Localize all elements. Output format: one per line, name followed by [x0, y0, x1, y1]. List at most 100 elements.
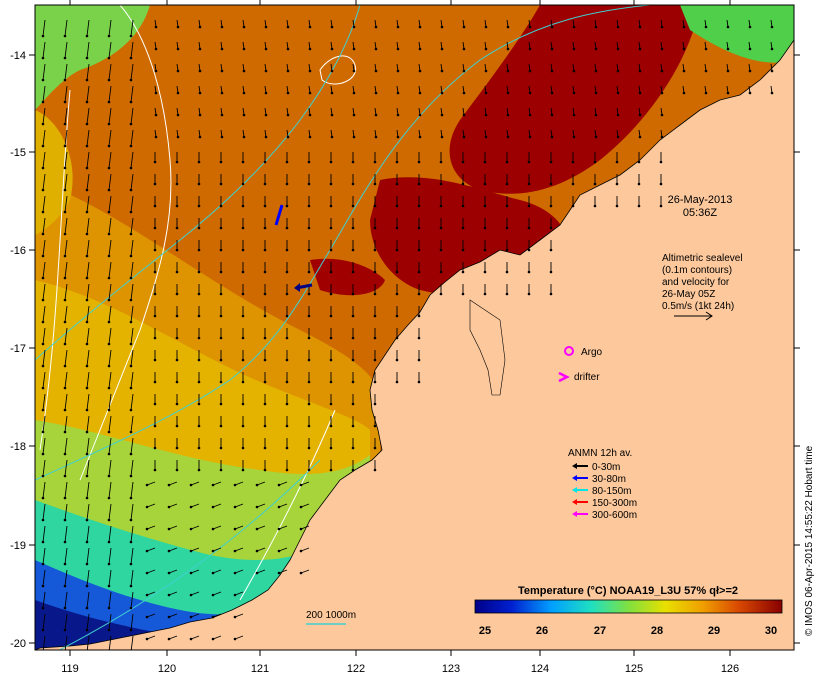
australia-landmass	[35, 39, 794, 650]
velocity-vector-head	[418, 135, 422, 139]
lon-tick-124: 124	[531, 663, 549, 675]
velocity-vector-head	[175, 468, 179, 472]
colorbar-tick-label: 29	[708, 625, 720, 637]
velocity-vector-head	[220, 91, 224, 95]
velocity-vector-head	[285, 204, 289, 208]
velocity-vector-head	[85, 34, 89, 38]
velocity-vector-head	[167, 593, 171, 597]
velocity-vector-head	[395, 204, 399, 208]
velocity-vector-head	[417, 358, 421, 362]
velocity-vector-head	[107, 364, 111, 368]
velocity-vector-head	[286, 91, 290, 95]
velocity-vector-head	[373, 424, 377, 428]
velocity-vector-head	[107, 298, 111, 302]
velocity-vector	[130, 173, 134, 191]
velocity-vector-head	[129, 144, 133, 148]
velocity-vector-head	[241, 292, 245, 296]
colorbar-tick-label: 30	[765, 625, 777, 637]
velocity-vector	[278, 547, 288, 552]
velocity-vector	[108, 437, 112, 455]
velocity-vector-head	[167, 527, 171, 531]
velocity-vector	[108, 393, 112, 411]
velocity-vector-head	[63, 320, 67, 324]
velocity-vector-head	[505, 248, 509, 252]
velocity-vector-head	[506, 135, 510, 139]
velocity-vector-head	[233, 483, 237, 487]
velocity-vector	[130, 635, 134, 650]
velocity-vector-head	[351, 270, 355, 274]
velocity-vector-head	[63, 430, 67, 434]
velocity-vector-head	[682, 47, 686, 51]
velocity-vector	[64, 393, 68, 411]
velocity-vector-head	[307, 358, 311, 362]
velocity-vector-head	[107, 210, 111, 214]
velocity-vector-head	[660, 91, 664, 95]
y-axis	[29, 54, 800, 644]
velocity-vector-head	[263, 248, 267, 252]
velocity-vector-head	[615, 160, 619, 164]
velocity-vector-head	[129, 122, 133, 126]
velocity-vector	[108, 41, 112, 59]
velocity-vector-head	[153, 468, 157, 472]
velocity-vector-head	[41, 100, 45, 104]
velocity-vector-head	[396, 113, 400, 117]
velocity-vector	[64, 349, 68, 367]
velocity-vector-head	[330, 113, 334, 117]
velocity-vector-head	[396, 25, 400, 29]
velocity-vector	[146, 503, 156, 508]
velocity-vector	[130, 591, 134, 609]
velocity-vector-head	[63, 122, 67, 126]
velocity-vector-head	[85, 342, 89, 346]
velocity-vector-head	[395, 248, 399, 252]
velocity-vector-head	[211, 483, 215, 487]
velocity-vector-head	[197, 380, 201, 384]
velocity-vector-head	[439, 270, 443, 274]
velocity-vector-head	[107, 430, 111, 434]
velocity-vector	[86, 503, 90, 521]
velocity-vector	[278, 503, 288, 508]
velocity-vector-head	[241, 424, 245, 428]
velocity-vector-head	[175, 292, 179, 296]
velocity-vector	[42, 393, 46, 411]
velocity-vector-head	[255, 571, 259, 575]
velocity-vector-head	[528, 47, 532, 51]
velocity-vector	[256, 481, 266, 486]
lat-tick-16: -16	[10, 245, 26, 257]
velocity-vector-head	[41, 474, 45, 478]
velocity-vector-head	[352, 25, 356, 29]
velocity-vector-head	[277, 571, 281, 575]
velocity-vector-head	[176, 47, 180, 51]
velocity-vector-head	[211, 571, 215, 575]
velocity-vector	[42, 613, 46, 631]
velocity-vector-head	[351, 380, 355, 384]
velocity-vector	[86, 613, 90, 631]
velocity-vector	[146, 613, 156, 618]
velocity-vector-head	[108, 651, 111, 654]
velocity-vector-head	[286, 113, 290, 117]
legend-label: 30-80m	[592, 474, 626, 485]
legend-label: 300-600m	[592, 510, 637, 521]
velocity-vector-head	[175, 380, 179, 384]
velocity-vector-head	[660, 25, 664, 29]
velocity-vector	[146, 635, 156, 640]
velocity-vector-head	[211, 549, 215, 553]
velocity-vector-head	[167, 483, 171, 487]
velocity-vector-head	[330, 47, 334, 51]
velocity-vector-head	[527, 270, 531, 274]
velocity-vector-head	[63, 166, 67, 170]
velocity-vector-head	[129, 342, 133, 346]
colorbar-title: Temperature (°C) NOAA19_L3U 57% qł>=2	[518, 585, 738, 597]
velocity-vector	[64, 459, 68, 477]
velocity-vector-head	[462, 69, 466, 73]
velocity-vector	[130, 415, 134, 433]
velocity-vector-head	[572, 113, 576, 117]
velocity-vector-head	[107, 34, 111, 38]
velocity-vector-head	[396, 47, 400, 51]
velocity-vector-head	[527, 248, 531, 252]
velocity-vector-head	[528, 25, 532, 29]
velocity-vector-head	[129, 452, 133, 456]
velocity-vector	[234, 569, 244, 574]
velocity-vector-head	[572, 69, 576, 73]
velocity-vector	[108, 85, 112, 103]
velocity-vector-head	[638, 69, 642, 73]
